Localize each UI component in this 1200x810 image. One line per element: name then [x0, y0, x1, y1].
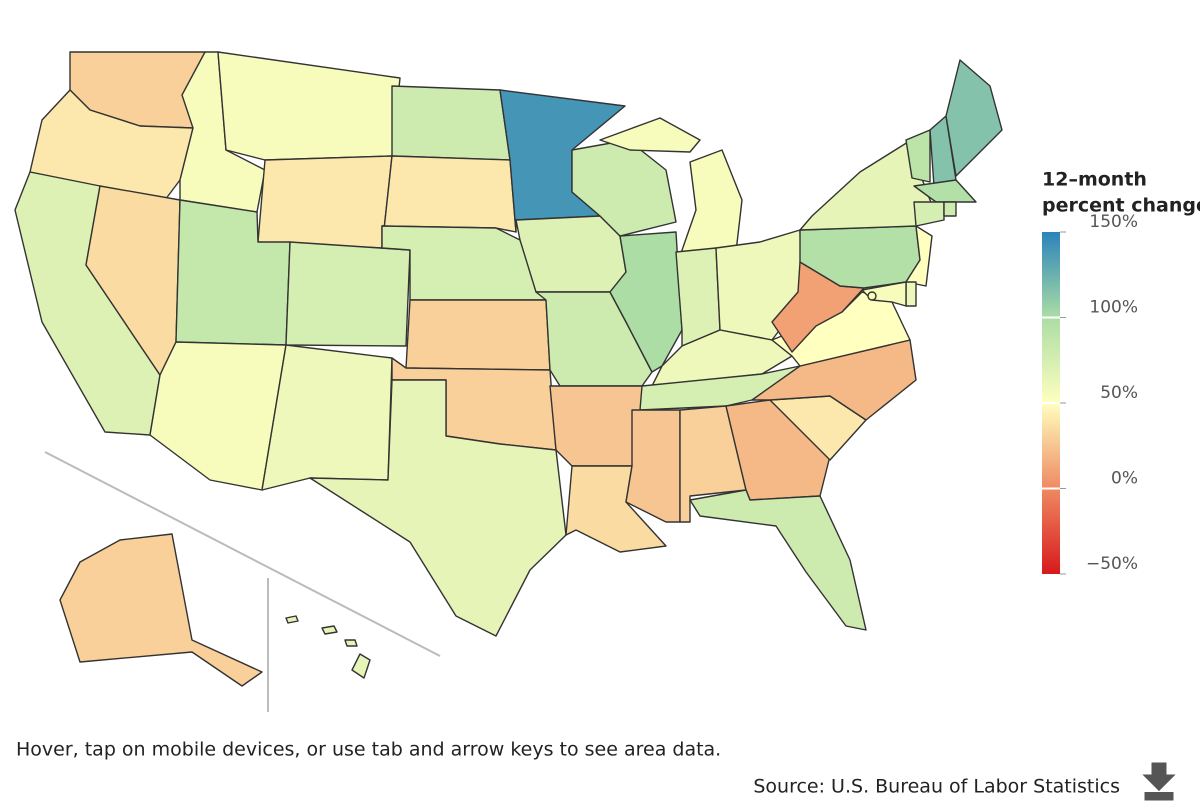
state: [309, 379, 567, 637]
state: [405, 299, 551, 371]
inset-divider: [44, 451, 441, 657]
state: [59, 533, 263, 687]
legend-tick-label: 150%: [1089, 212, 1138, 232]
state: [217, 51, 401, 161]
state: [945, 59, 1003, 177]
legend-tick-label: 100%: [1089, 298, 1138, 318]
legend-title: 12–month: [1042, 169, 1147, 191]
legend-tick-label: −50%: [1086, 554, 1138, 574]
note: Hover, tap on mobile devices, or use tab…: [16, 739, 721, 761]
state: [905, 129, 931, 183]
states: [14, 51, 1003, 687]
state: [905, 281, 917, 307]
state: [943, 201, 957, 217]
source: Source: U.S. Bureau of Labor Statistics: [753, 776, 1120, 798]
state: [689, 489, 867, 631]
state: [257, 155, 393, 249]
state: [391, 85, 511, 161]
state: [515, 215, 627, 293]
state: [625, 409, 681, 523]
state: [549, 385, 645, 467]
legend-tick-label: 50%: [1100, 383, 1138, 403]
legend-tick-label: 0%: [1111, 469, 1138, 489]
state: [651, 329, 793, 387]
state: [913, 179, 977, 203]
state: [285, 615, 371, 679]
legend-title: percent change: [1042, 195, 1200, 217]
state: [913, 201, 945, 227]
state: [867, 291, 877, 301]
download-button[interactable]: [1142, 762, 1176, 801]
state: [675, 247, 721, 347]
state: [285, 241, 411, 347]
